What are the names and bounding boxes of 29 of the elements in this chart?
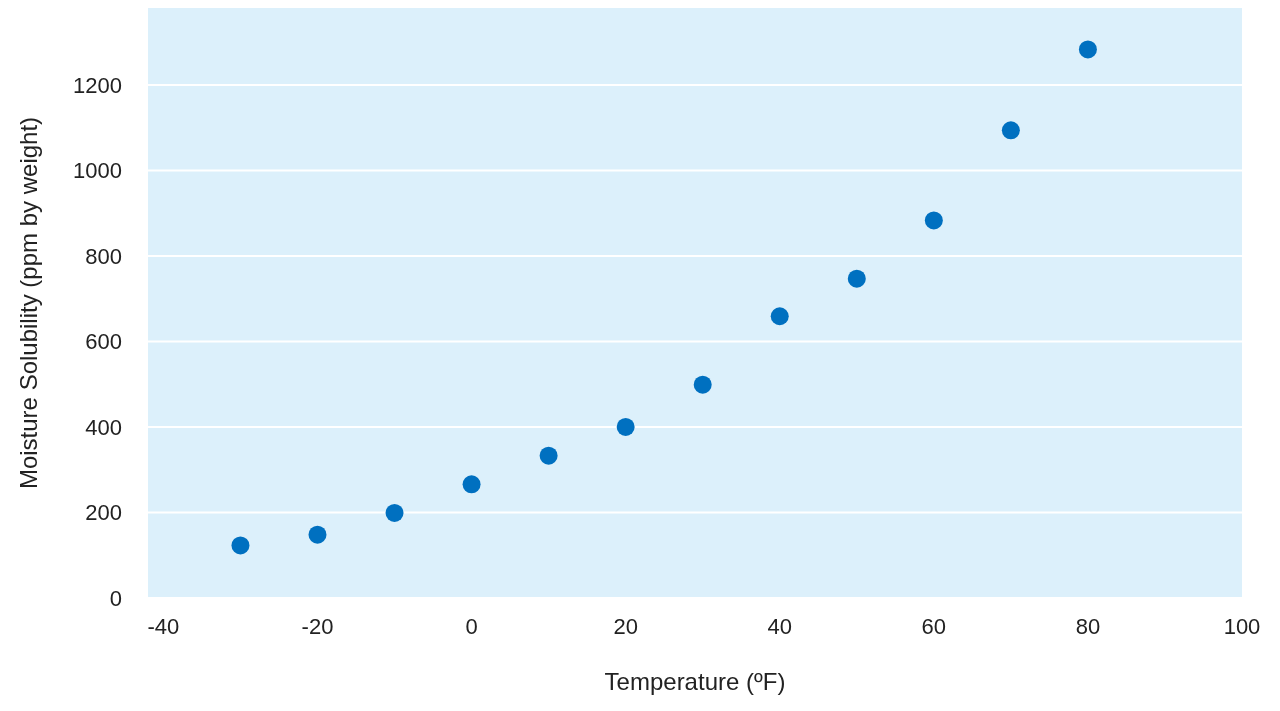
point bbox=[231, 536, 250, 555]
y-tick-label: 1000 bbox=[73, 158, 122, 184]
y-axis-title: Moisture Solubility (ppm by weight) bbox=[14, 116, 42, 490]
x-tick-label: 40 bbox=[767, 613, 792, 639]
point bbox=[1078, 40, 1097, 59]
x-tick-label: 60 bbox=[921, 613, 947, 639]
point bbox=[462, 475, 481, 494]
point bbox=[308, 525, 327, 544]
point bbox=[847, 269, 866, 288]
point bbox=[924, 211, 943, 230]
x-tick-label: -20 bbox=[301, 613, 334, 639]
point bbox=[539, 446, 558, 465]
point bbox=[1001, 121, 1020, 140]
y-tick-label: 600 bbox=[85, 329, 122, 355]
point bbox=[616, 417, 635, 436]
y-tick-label: 0 bbox=[109, 585, 122, 611]
y-tick-label: 200 bbox=[85, 500, 122, 526]
y-tick-label: 1200 bbox=[73, 72, 122, 98]
y-tick-label: 400 bbox=[85, 414, 122, 440]
x-tick-label: 100 bbox=[1223, 613, 1261, 639]
x-tick-label: -40 bbox=[147, 613, 180, 639]
point bbox=[693, 375, 712, 394]
point bbox=[770, 307, 789, 326]
point bbox=[385, 503, 404, 522]
x-tick-label: 0 bbox=[465, 613, 478, 639]
y-tick-label: 800 bbox=[85, 243, 122, 269]
x-axis-title: Temperature (ºF) bbox=[604, 668, 786, 695]
x-tick-label: 20 bbox=[613, 613, 638, 639]
x-tick-label: 80 bbox=[1075, 613, 1101, 639]
